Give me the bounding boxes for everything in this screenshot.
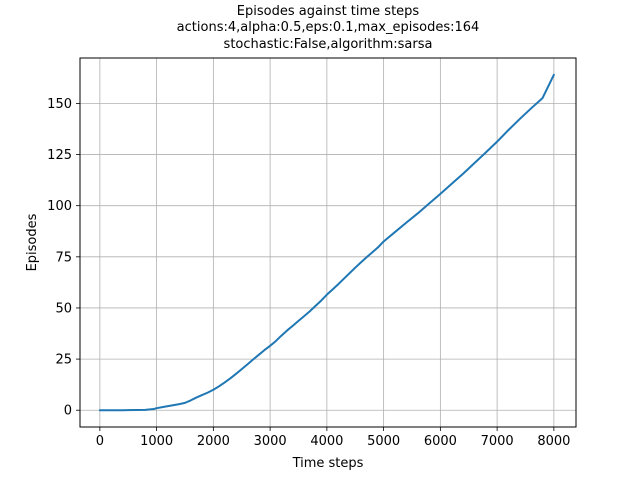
x-tick-label: 5000 — [367, 434, 400, 449]
y-axis-label: Episodes — [25, 213, 40, 271]
y-tick-label: 100 — [47, 199, 72, 214]
x-tick-label: 4000 — [310, 434, 343, 449]
y-tick-label: 75 — [55, 250, 72, 265]
x-tick-label: 1000 — [140, 434, 173, 449]
y-tick-label: 150 — [47, 97, 72, 112]
y-tick-label: 25 — [55, 353, 72, 368]
x-tick-label: 3000 — [254, 434, 287, 449]
grid — [80, 58, 576, 427]
y-tick-label: 125 — [47, 148, 72, 163]
y-tick-label: 50 — [55, 301, 72, 316]
axes-frame — [79, 57, 577, 428]
x-tick-label: 0 — [96, 434, 104, 449]
y-tick-label: 0 — [64, 404, 72, 419]
chart-subtitle-line-2: stochastic:False,algorithm:sarsa — [223, 37, 433, 52]
x-axis-label: Time steps — [292, 456, 364, 471]
series-layer — [98, 73, 555, 412]
x-tick-label: 7000 — [481, 434, 514, 449]
x-tick-label: 2000 — [197, 434, 230, 449]
chart-subtitle-line-1: actions:4,alpha:0.5,eps:0.1,max_episodes… — [176, 20, 480, 35]
x-tick-label: 8000 — [537, 434, 570, 449]
chart-title: Episodes against time steps — [236, 4, 420, 19]
x-tick-label: 6000 — [424, 434, 457, 449]
ticks: 0 1000 2000 3000 4000 5000 6000 7000 8000 0 25 50 75… — [47, 97, 570, 449]
series-line — [98, 73, 555, 412]
